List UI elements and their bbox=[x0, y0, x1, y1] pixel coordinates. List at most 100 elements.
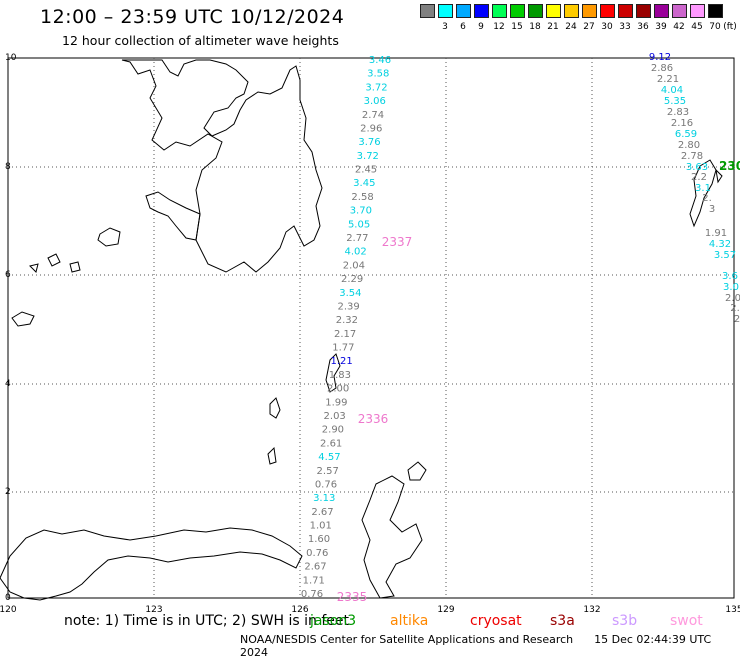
wave-height-label: 2.29 bbox=[341, 274, 363, 285]
mission-swot: swot bbox=[670, 613, 703, 629]
legend-label: 6 bbox=[460, 22, 466, 32]
legend-label: 9 bbox=[478, 22, 484, 32]
legend-swatch bbox=[672, 4, 687, 18]
wave-height-label: 3.6 bbox=[722, 271, 738, 282]
legend-label: 33 bbox=[619, 22, 631, 32]
legend-label: 21 bbox=[547, 22, 559, 32]
lon-tick-label: 132 bbox=[583, 605, 600, 615]
coastline-sulawesi bbox=[0, 527, 303, 601]
legend-label: 42 bbox=[673, 22, 685, 32]
wave-height-label: 2.03 bbox=[324, 411, 346, 422]
wave-height-label: 2.58 bbox=[351, 192, 373, 203]
coastline-sulu bbox=[11, 253, 81, 327]
wave-height-label: 2.0 bbox=[725, 293, 740, 304]
legend-swatch bbox=[636, 4, 651, 18]
coastline-morotai bbox=[407, 461, 427, 481]
legend-swatch bbox=[438, 4, 453, 18]
legend-swatch bbox=[564, 4, 579, 18]
mission-cryosat: cryosat bbox=[470, 613, 522, 629]
wave-height-label: 2.78 bbox=[681, 151, 703, 162]
lon-tick-label: 129 bbox=[437, 605, 454, 615]
lat-lon-grid bbox=[7, 57, 735, 599]
legend-swatch bbox=[654, 4, 669, 18]
wave-height-label: 2.00 bbox=[327, 384, 349, 395]
legend-label: 15 bbox=[511, 22, 523, 32]
legend-label: 45 bbox=[691, 22, 703, 32]
wave-height-label: 2.86 bbox=[651, 63, 673, 74]
track-time-label: 2336 bbox=[358, 412, 389, 426]
legend-label: 27 bbox=[583, 22, 595, 32]
legend-unit: (ft) bbox=[723, 22, 737, 32]
legend-swatch bbox=[582, 4, 597, 18]
wave-height-label: 2.17 bbox=[334, 329, 356, 340]
track-time-label: 2335 bbox=[337, 590, 368, 604]
legend-swatch bbox=[690, 4, 705, 18]
lat-tick-label: 0 bbox=[5, 593, 11, 603]
wave-height-label: 3.76 bbox=[358, 137, 380, 148]
lon-tick-label: 120 bbox=[0, 605, 17, 615]
mission-jason3: jason3 bbox=[310, 613, 357, 629]
track-time-label: 230 bbox=[719, 159, 740, 173]
wave-height-label: 2.04 bbox=[343, 260, 365, 271]
wave-height-label: 2.39 bbox=[337, 301, 359, 312]
coastline-zamboanga bbox=[145, 191, 201, 241]
wave-height-label: 2.16 bbox=[671, 118, 693, 129]
wave-height-label: 1.60 bbox=[308, 534, 330, 545]
wave-height-label: 4.32 bbox=[709, 239, 731, 250]
legend-swatch bbox=[456, 4, 471, 18]
map-subtitle: 12 hour collection of altimeter wave hei… bbox=[62, 33, 339, 48]
lon-tick-label: 135 bbox=[725, 605, 740, 615]
coastlines bbox=[0, 59, 723, 601]
wave-height-label: 2.90 bbox=[322, 425, 344, 436]
wave-height-label: 2.61 bbox=[320, 438, 342, 449]
legend-swatch bbox=[600, 4, 615, 18]
legend-label: 3 bbox=[442, 22, 448, 32]
wave-height-label: 1.83 bbox=[329, 370, 351, 381]
lat-tick-label: 8 bbox=[5, 162, 11, 172]
legend-label: 36 bbox=[637, 22, 649, 32]
wave-height-label: 4.02 bbox=[344, 247, 366, 258]
wave-height-label: 4.57 bbox=[318, 452, 340, 463]
wave-height-label: 5.05 bbox=[348, 219, 370, 230]
wave-height-label: 3.72 bbox=[365, 82, 387, 93]
wave-height-label: 0.76 bbox=[301, 589, 323, 600]
wave-height-label: 3.13 bbox=[313, 493, 335, 504]
legend-swatch bbox=[708, 4, 723, 18]
wave-height-label: 3 bbox=[709, 204, 715, 215]
wave-height-label: 2.77 bbox=[346, 233, 368, 244]
wave-height-label: 1.01 bbox=[310, 521, 332, 532]
wave-height-label: 2.21 bbox=[657, 74, 679, 85]
lon-tick-label: 126 bbox=[291, 605, 308, 615]
legend-swatch bbox=[528, 4, 543, 18]
wave-height-label: 2. bbox=[730, 303, 740, 314]
wave-height-label: 3.72 bbox=[357, 151, 379, 162]
wave-height-label: 2.74 bbox=[362, 110, 384, 121]
wave-height-label: 2.83 bbox=[667, 107, 689, 118]
wave-height-label: 2.45 bbox=[355, 165, 377, 176]
wave-height-label: 1.91 bbox=[705, 228, 727, 239]
wave-height-label: 0.76 bbox=[306, 548, 328, 559]
mission-s3b: s3b bbox=[612, 613, 638, 629]
legend-label: 18 bbox=[529, 22, 541, 32]
wave-height-label: 2.96 bbox=[360, 123, 382, 134]
altimeter-tracks: 3.46 3.58 3.72 3.06 2.74 2.96 3.76 3.72 2.45 3.45… bbox=[301, 52, 740, 604]
wave-height-label: 1.99 bbox=[325, 397, 347, 408]
lat-tick-label: 10 bbox=[5, 53, 17, 63]
legend-swatch bbox=[510, 4, 525, 18]
map-title: 12:00 – 23:59 UTC 10/12/2024 bbox=[40, 6, 345, 28]
legend-label: 12 bbox=[493, 22, 505, 32]
wave-height-label: 2.80 bbox=[678, 140, 700, 151]
wave-height-label: 3.1 bbox=[695, 183, 711, 194]
plot-frame bbox=[7, 57, 735, 599]
wave-height-label: 3.06 bbox=[364, 96, 386, 107]
wave-height-label: 3.54 bbox=[339, 288, 361, 299]
legend-swatch bbox=[492, 4, 507, 18]
lat-tick-label: 6 bbox=[5, 270, 11, 280]
wave-height-label: 9.12 bbox=[649, 52, 671, 63]
coastline-east-island bbox=[689, 159, 717, 228]
legend-label: 24 bbox=[565, 22, 577, 32]
wave-height-label: 3.63 bbox=[686, 162, 708, 173]
legend-label: 30 bbox=[601, 22, 613, 32]
lon-tick-label: 123 bbox=[145, 605, 162, 615]
